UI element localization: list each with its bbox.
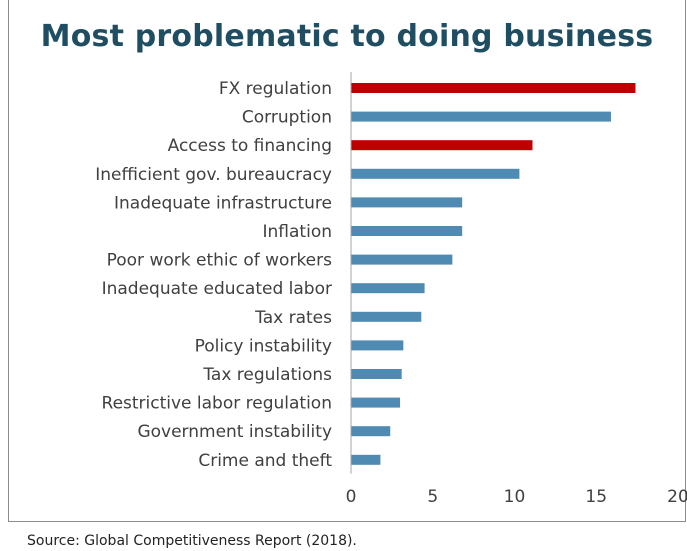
bar-inadequate-educated-labor <box>351 283 425 294</box>
category-label-corruption: Corruption <box>242 108 332 128</box>
bar-restrictive-labor-regulation <box>351 397 401 408</box>
x-tick-10: 10 <box>504 487 526 507</box>
bar-inflation <box>351 226 463 236</box>
source-note: Source: Global Competitiveness Report (2… <box>27 533 357 549</box>
category-label-crime-and-theft: Crime and theft <box>198 451 332 471</box>
bar-inadequate-infrastructure <box>351 197 463 208</box>
x-tick-0: 0 <box>346 487 357 507</box>
bar-tax-regulations <box>351 369 402 379</box>
x-tick-5: 5 <box>427 487 438 507</box>
chart-title: Most problematic to doing business <box>40 19 654 54</box>
category-label-inadequate-educated-labor: Inadequate educated labor <box>102 279 332 299</box>
category-label-inflation: Inflation <box>263 222 332 242</box>
category-label-fx-regulation: FX regulation <box>219 79 332 99</box>
category-label-policy-instability: Policy instability <box>195 336 332 356</box>
bar-inefficient-gov-bureaucracy <box>351 168 520 179</box>
bar-fx-regulation <box>351 83 636 93</box>
category-label-tax-rates: Tax rates <box>254 308 332 328</box>
category-labels: FX regulation Corruption Access to financi… <box>95 79 332 471</box>
category-label-restrictive-labor-regulation: Restrictive labor regulation <box>102 394 332 414</box>
x-tick-labels: 0 5 10 15 20 <box>346 487 687 507</box>
category-label-government-instability: Government instability <box>137 422 332 442</box>
category-label-poor-work-ethic-of-workers: Poor work ethic of workers <box>107 251 333 271</box>
bar-tax-rates <box>351 311 422 322</box>
bar-corruption <box>351 111 611 122</box>
bar-crime-and-theft <box>351 454 381 465</box>
bar-poor-work-ethic-of-workers <box>351 254 453 265</box>
x-tick-15: 15 <box>585 487 607 507</box>
bar-policy-instability <box>351 340 404 351</box>
bar-government-instability <box>351 426 391 437</box>
category-label-tax-regulations: Tax regulations <box>202 365 332 385</box>
category-label-inadequate-infrastructure: Inadequate infrastructure <box>114 193 332 213</box>
bars <box>351 83 636 465</box>
category-label-access-to-financing: Access to financing <box>168 136 332 156</box>
bar-access-to-financing <box>351 140 533 151</box>
x-tick-20: 20 <box>667 487 687 507</box>
category-label-inefficient-gov-bureaucracy: Inefficient gov. bureaucracy <box>95 165 332 185</box>
